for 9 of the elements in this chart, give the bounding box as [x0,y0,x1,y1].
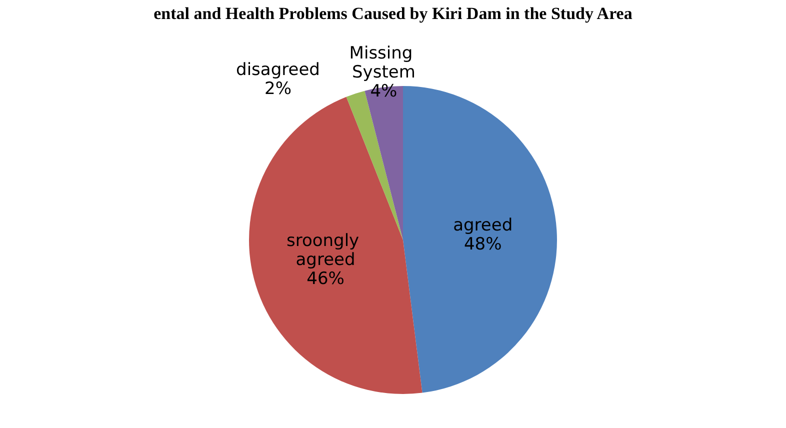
slice-label: sroongly agreed [286,230,365,270]
chart-title: ental and Health Problems Caused by Kiri Dam in the Study Area [154,4,633,23]
slice-label: Missing System [349,43,418,82]
slice-label: disagreed [236,60,320,80]
data-label: 46% [306,268,344,289]
data-label: 2% [264,78,292,99]
data-label: 48% [464,234,502,254]
data-label: 4% [370,81,398,102]
slice-label: agreed [453,215,513,236]
